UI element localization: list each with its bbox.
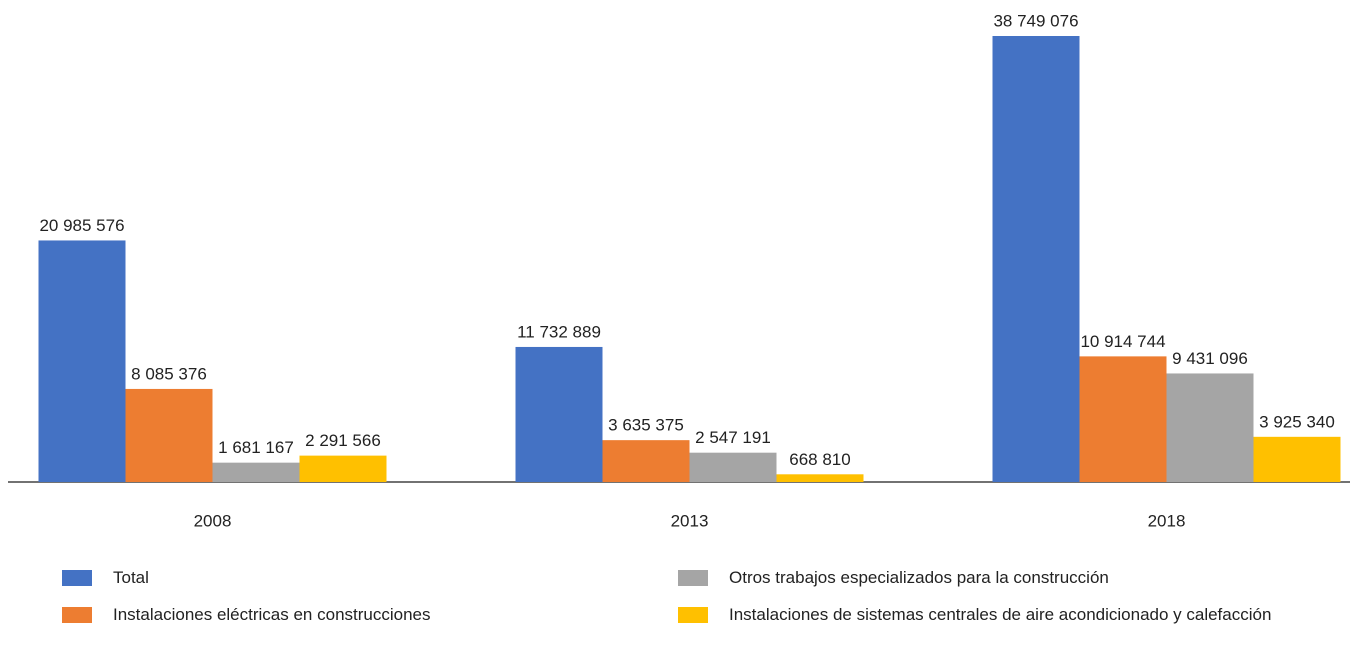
bar xyxy=(1253,436,1341,482)
x-tick-label: 2013 xyxy=(671,511,709,530)
legend-label: Instalaciones de sistemas centrales de a… xyxy=(729,605,1272,624)
legend-swatch xyxy=(678,607,708,623)
bar xyxy=(1166,373,1254,482)
legend-swatch xyxy=(62,570,92,586)
bar xyxy=(1079,356,1167,482)
data-label: 38 749 076 xyxy=(993,11,1078,30)
legend-label: Otros trabajos especializados para la co… xyxy=(729,568,1109,587)
bar xyxy=(212,462,300,482)
legend-item: Instalaciones eléctricas en construccion… xyxy=(62,604,673,626)
legend-label: Instalaciones eléctricas en construccion… xyxy=(113,605,431,624)
bar xyxy=(125,388,213,482)
bar xyxy=(776,474,864,482)
data-label: 668 810 xyxy=(789,450,850,469)
x-tick-label: 2008 xyxy=(194,511,232,530)
data-label: 8 085 376 xyxy=(131,364,207,383)
x-tick-label: 2018 xyxy=(1148,511,1186,530)
legend-item: Instalaciones de sistemas centrales de a… xyxy=(678,604,1289,626)
bar xyxy=(992,36,1080,482)
data-label: 3 925 340 xyxy=(1259,412,1335,431)
bar xyxy=(515,346,603,482)
legend-item: Total xyxy=(62,567,673,589)
data-label: 20 985 576 xyxy=(39,216,124,235)
data-label: 3 635 375 xyxy=(608,416,684,435)
data-label: 1 681 167 xyxy=(218,438,294,457)
bar xyxy=(38,240,126,482)
legend-label: Total xyxy=(113,568,149,587)
legend-item: Otros trabajos especializados para la co… xyxy=(678,567,1289,589)
bar xyxy=(299,455,387,482)
data-label: 9 431 096 xyxy=(1172,349,1248,368)
bar xyxy=(602,440,690,482)
data-label: 11 732 889 xyxy=(517,322,601,341)
bar xyxy=(689,452,777,482)
legend-swatch xyxy=(678,570,708,586)
data-label: 2 547 191 xyxy=(695,428,771,447)
chart: 2008 20 985 576 8 085 376 1 681 167 2 291 56… xyxy=(8,11,1350,530)
legend-swatch xyxy=(62,607,92,623)
data-label: 10 914 744 xyxy=(1080,332,1165,351)
data-label: 2 291 566 xyxy=(305,431,381,450)
